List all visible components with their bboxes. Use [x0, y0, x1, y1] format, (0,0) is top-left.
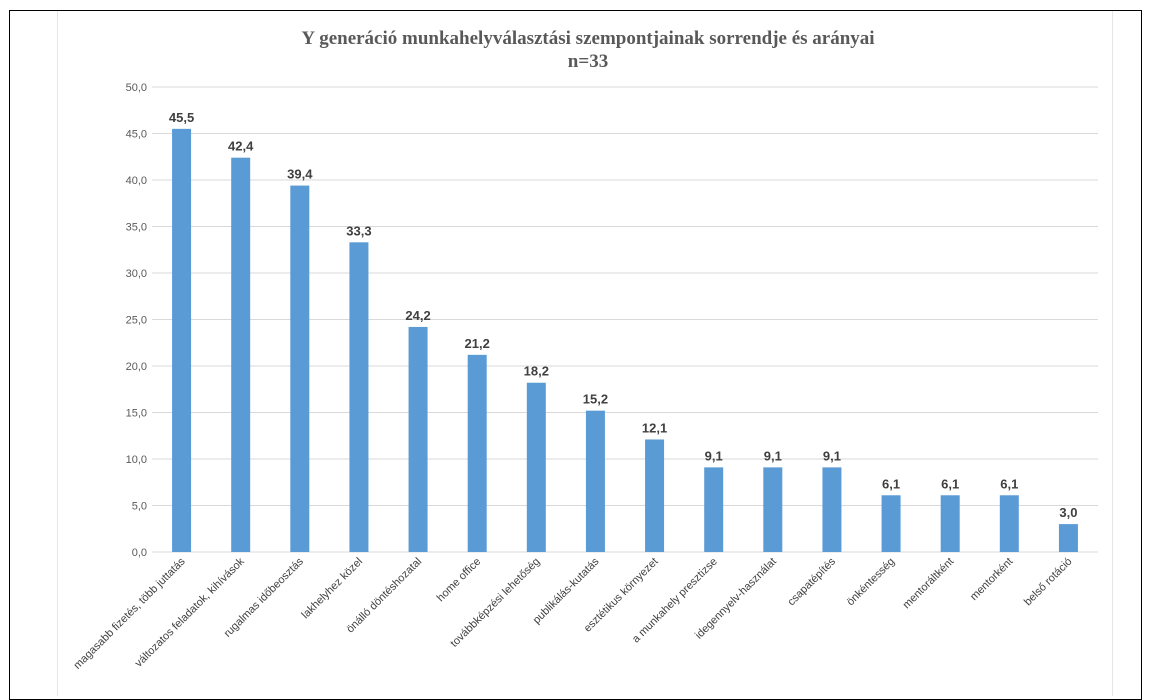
bar	[290, 185, 310, 552]
bars	[172, 128, 1078, 552]
chart-title: Y generáció munkahelyválasztási szempont…	[301, 28, 874, 49]
bar	[231, 157, 251, 552]
bar	[881, 495, 901, 552]
data-label: 9,1	[823, 448, 841, 463]
y-tick-label: 10,0	[126, 454, 147, 466]
data-label: 6,1	[882, 476, 900, 491]
data-label: 45,5	[169, 110, 194, 125]
chart-subtitle: n=33	[568, 51, 608, 72]
y-tick-label: 25,0	[126, 315, 147, 327]
category-label: önkéntesség	[845, 556, 898, 609]
bar	[349, 242, 369, 552]
y-tick-label: 50,0	[126, 82, 147, 94]
left-guide-line	[57, 11, 58, 696]
bar	[585, 410, 605, 552]
bar	[704, 467, 724, 552]
bar	[763, 467, 783, 552]
bar	[645, 439, 665, 552]
data-label: 39,4	[287, 167, 313, 182]
data-label: 42,4	[228, 139, 254, 154]
data-label: 12,1	[642, 420, 667, 435]
category-label: belső rotáció	[1022, 556, 1075, 609]
bar	[822, 467, 842, 552]
right-guide-line	[1112, 11, 1113, 696]
gridlines	[152, 86, 1098, 553]
y-tick-label: 40,0	[126, 175, 147, 187]
category-label: magasabb fizetés, több juttatás	[72, 555, 189, 672]
data-label: 33,3	[346, 223, 371, 238]
data-label: 9,1	[705, 448, 723, 463]
category-label: csapatépítés	[785, 555, 838, 608]
category-label: mentorként	[968, 556, 1015, 603]
data-label: 21,2	[465, 336, 490, 351]
category-label: home office	[435, 556, 484, 605]
bar	[172, 128, 192, 552]
y-tick-label: 30,0	[126, 268, 147, 280]
y-tick-label: 0,0	[132, 547, 147, 559]
data-label: 18,2	[524, 364, 549, 379]
bar	[526, 382, 546, 552]
category-label: mentoráltként	[901, 556, 957, 612]
chart-frame	[9, 10, 1142, 700]
data-label: 9,1	[764, 448, 782, 463]
category-labels: magasabb fizetés, több juttatásváltozato…	[72, 555, 1075, 672]
bar	[999, 495, 1019, 552]
data-labels: 45,5 42,4 39,4 33,3 24,2 21,2 18,2 15,2 12,1 9,1 9…	[169, 110, 1078, 520]
bar	[1058, 524, 1078, 552]
data-label: 15,2	[583, 392, 608, 407]
y-tick-label: 20,0	[126, 361, 147, 373]
bar	[408, 326, 428, 552]
bar	[467, 354, 487, 552]
data-label: 6,1	[1000, 476, 1018, 491]
y-tick-label: 5,0	[132, 501, 147, 513]
y-tick-label: 15,0	[126, 408, 147, 420]
y-axis-ticks: 0,0 5,0 10,0 15,0 20,0 25,0 30,0 35,0 40,0 45,0 50…	[126, 82, 147, 559]
bar	[940, 495, 960, 552]
category-label: változatos feladatok, kihívások	[133, 555, 247, 669]
y-tick-label: 45,0	[126, 129, 147, 141]
data-label: 3,0	[1059, 505, 1077, 520]
y-tick-label: 35,0	[126, 222, 147, 234]
data-label: 6,1	[941, 476, 959, 491]
category-label: lakhelyhez közel	[299, 556, 365, 622]
data-label: 24,2	[405, 308, 430, 323]
